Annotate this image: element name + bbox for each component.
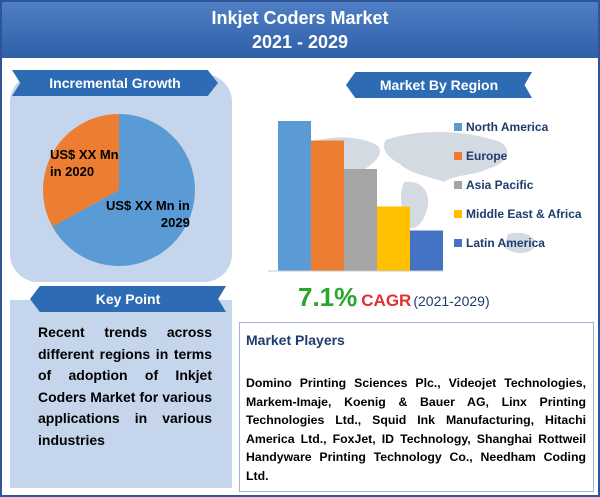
market-players-box [239,322,594,492]
bars-group [278,121,443,271]
cagr-word: CAGR [361,291,412,310]
legend-swatch [454,210,462,218]
key-point-ribbon: Key Point [30,286,226,312]
key-point-panel [10,300,232,488]
key-point-text: Recent trends across different regions i… [38,324,212,448]
bar-europe [311,140,344,271]
legend-swatch [454,181,462,189]
bar-asia-pacific [344,169,377,271]
cagr-readout: 7.1% CAGR (2021-2029) [298,282,558,316]
incremental-growth-ribbon: Incremental Growth [12,70,218,96]
market-players-text: Domino Printing Sciences Plc., Videojet … [246,376,586,483]
page-subtitle: 2021 - 2029 [251,32,349,52]
pie-svg [43,114,195,266]
pie-slice-2020 [43,114,119,227]
legend-group: North America Europe Asia Pacific Middle Ea… [454,120,582,250]
bar-middle-east-africa [377,206,410,271]
market-players-title: Market Players [246,332,345,348]
cagr-value: 7.1% [298,282,358,312]
bar-latin-america [410,230,443,271]
legend-label: Europe [466,149,508,163]
pie-label-2020: US$ XX Mn in 2020 [50,147,119,179]
legend-swatch [454,239,462,247]
market-by-region-ribbon: Market By Region [346,72,532,98]
growth-pie-chart [35,111,203,269]
cagr-years: (2021-2029) [413,293,490,309]
pie-label-2029: US$ XX Mn in 2029 [106,198,190,230]
region-bar-chart: North America Europe Asia Pacific Middle Ea… [268,116,594,276]
pie-slice-2029 [52,114,195,266]
legend-label: Middle East & Africa [466,207,582,221]
legend-label: Latin America [466,236,545,250]
page-header: Inkjet Coders Market 2021 - 2029 [2,2,598,58]
legend-swatch [454,123,462,131]
legend-swatch [454,152,462,160]
bar-svg: North America Europe Asia Pacific Middle Ea… [268,120,582,272]
bar-north-america [278,121,311,271]
page-title: Inkjet Coders Market [211,8,389,28]
legend-label: Asia Pacific [466,178,534,192]
legend-label: North America [466,120,549,134]
